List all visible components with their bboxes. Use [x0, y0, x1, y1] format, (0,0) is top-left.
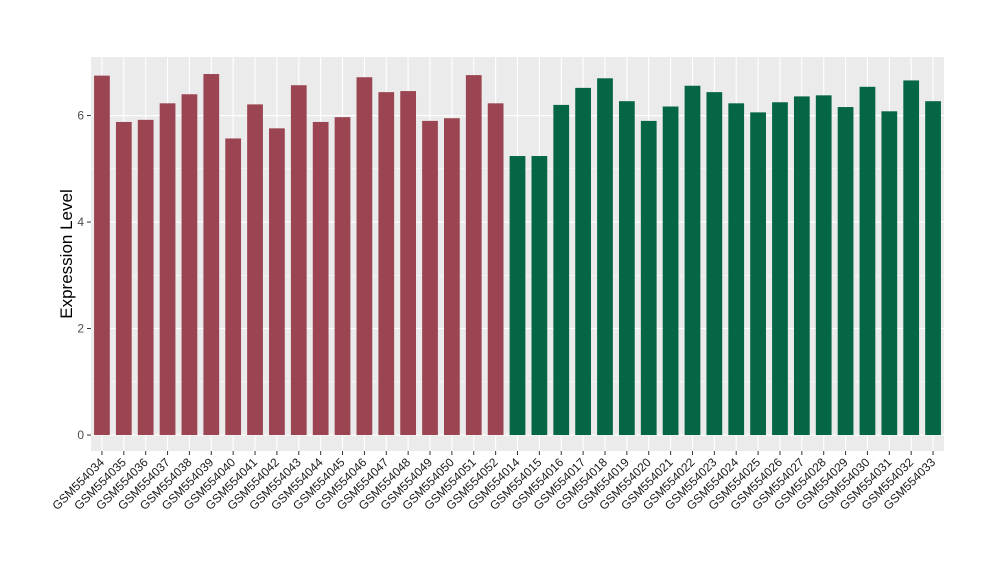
bar-GSM554024	[728, 103, 745, 436]
bar-GSM554022	[684, 85, 701, 436]
bar-GSM554026	[772, 102, 788, 436]
bar-GSM554016	[553, 104, 570, 436]
bar-GSM554036	[137, 119, 154, 436]
bar-GSM554018	[597, 78, 613, 436]
bar-GSM554052	[487, 103, 504, 436]
bar-GSM554019	[618, 101, 635, 436]
bar-GSM554046	[356, 77, 373, 436]
y-tick-label: 4	[77, 215, 84, 229]
bar-GSM554048	[400, 91, 417, 436]
bar-GSM554023	[706, 92, 723, 436]
bar-GSM554025	[750, 112, 766, 436]
bar-GSM554034	[94, 75, 110, 436]
y-axis-title: Expression Level	[57, 189, 76, 318]
bar-GSM554050	[444, 118, 460, 436]
bar-GSM554035	[115, 121, 132, 436]
bar-GSM554030	[859, 86, 876, 436]
bar-GSM554043	[290, 85, 307, 436]
bars	[94, 74, 941, 436]
bar-GSM554015	[531, 156, 548, 436]
bar-GSM554017	[575, 87, 591, 436]
bar-GSM554049	[422, 120, 438, 436]
bar-GSM554037	[159, 103, 176, 436]
y-axis: 0 2 4 6	[77, 109, 91, 442]
bar-GSM554041	[247, 104, 263, 436]
bar-GSM554047	[378, 92, 395, 436]
bar-GSM554021	[662, 106, 679, 436]
bar-GSM554029	[837, 107, 854, 436]
bar-GSM554045	[334, 117, 351, 436]
bar-GSM554032	[903, 80, 920, 436]
y-tick-label: 2	[77, 322, 84, 336]
bar-GSM554038	[181, 94, 198, 436]
bar-GSM554027	[793, 96, 810, 436]
bar-GSM554040	[225, 138, 242, 436]
x-axis: GSM554034GSM554035GSM554036GSM554037GSM5…	[50, 451, 938, 513]
bar-GSM554051	[465, 75, 482, 436]
bar-GSM554044	[312, 121, 329, 436]
bar-GSM554033	[925, 101, 941, 436]
bar-GSM554028	[815, 95, 832, 436]
y-tick-label: 6	[77, 109, 84, 123]
y-tick-label: 0	[77, 428, 84, 442]
bar-GSM554042	[269, 128, 285, 436]
bar-GSM554020	[640, 120, 657, 436]
bar-GSM554031	[881, 111, 898, 436]
bar-GSM554014	[509, 156, 526, 436]
bar-GSM554039	[203, 74, 220, 436]
